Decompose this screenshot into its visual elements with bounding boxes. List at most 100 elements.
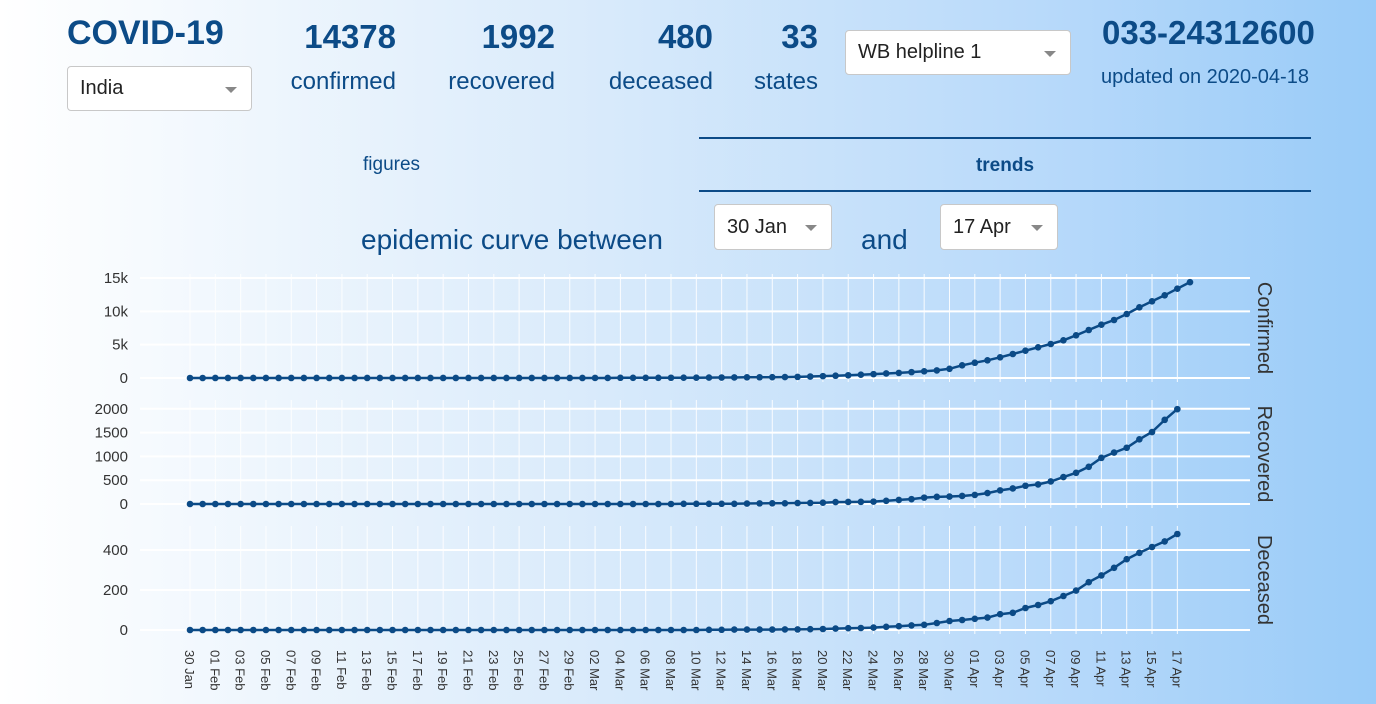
x-tick-label: 27 Feb <box>536 650 551 690</box>
data-point <box>212 374 219 382</box>
data-point <box>287 374 295 382</box>
data-point <box>541 626 548 634</box>
curve-joiner: and <box>861 224 908 255</box>
tab-figures[interactable]: figures <box>363 154 421 175</box>
tab-trends-top-border <box>699 137 1311 139</box>
data-point <box>439 626 447 634</box>
data-point <box>338 626 346 634</box>
data-point <box>1060 473 1067 481</box>
country-select-value: India <box>80 77 124 99</box>
data-point <box>984 357 991 364</box>
recovered-count: 1992 <box>481 18 555 55</box>
data-point <box>1009 485 1017 492</box>
data-point <box>566 626 574 634</box>
data-point <box>490 374 498 382</box>
data-point <box>756 626 763 633</box>
data-point <box>186 374 194 382</box>
x-tick-label: 18 Mar <box>790 650 805 691</box>
data-point <box>844 371 852 379</box>
x-tick-label: 30 Mar <box>941 650 956 691</box>
data-point <box>1123 310 1131 318</box>
data-point <box>287 626 295 634</box>
data-point <box>1123 444 1131 452</box>
data-point <box>680 374 687 382</box>
data-point <box>895 496 903 504</box>
x-tick-label: 26 Mar <box>891 650 906 691</box>
data-point <box>971 615 979 623</box>
data-point <box>427 374 434 382</box>
data-point <box>325 626 333 634</box>
data-point <box>1034 481 1042 488</box>
data-point <box>553 374 561 382</box>
helpline-select[interactable]: WB helpline 1 <box>845 30 1071 75</box>
start-date-select[interactable]: 30 Jan <box>714 204 832 250</box>
data-point <box>1123 555 1131 563</box>
data-point <box>363 626 371 634</box>
y-tick-label: 0 <box>120 370 128 387</box>
data-point <box>351 500 358 508</box>
data-point <box>363 500 371 508</box>
data-point <box>1047 597 1055 605</box>
data-point <box>1174 285 1181 292</box>
y-tick-label: 15k <box>104 270 129 287</box>
data-point <box>768 373 776 381</box>
data-point <box>249 374 257 382</box>
x-tick-label: 13 Feb <box>359 650 374 690</box>
data-point <box>680 500 687 508</box>
data-point <box>1072 469 1080 477</box>
data-point <box>617 626 624 634</box>
data-point <box>325 500 333 508</box>
data-point <box>1148 543 1156 551</box>
data-point <box>958 616 966 624</box>
data-point <box>262 500 270 508</box>
data-point <box>705 500 713 508</box>
tab-trends[interactable]: trends <box>975 155 1035 176</box>
data-point <box>275 626 282 634</box>
data-point <box>579 374 586 382</box>
data-point <box>1148 428 1156 436</box>
data-point <box>503 500 510 508</box>
data-point <box>1136 549 1143 557</box>
data-point <box>237 500 244 508</box>
data-point <box>870 624 877 631</box>
country-select[interactable]: India <box>67 66 252 111</box>
data-point <box>984 614 991 621</box>
data-point <box>465 626 472 634</box>
data-point <box>1072 332 1080 339</box>
data-point <box>275 500 282 508</box>
data-point <box>224 500 232 508</box>
data-point <box>1047 340 1055 348</box>
data-point <box>477 500 485 508</box>
series-label: Recovered <box>1253 406 1275 503</box>
data-point <box>465 500 472 508</box>
data-point <box>553 500 561 508</box>
data-point <box>604 626 612 634</box>
data-point <box>604 500 612 508</box>
recovered-label: recovered <box>448 68 555 95</box>
x-tick-label: 12 Mar <box>714 650 729 691</box>
series-line <box>190 280 1191 380</box>
x-tick-label: 07 Apr <box>1043 650 1058 688</box>
data-point <box>389 626 396 634</box>
data-point <box>262 374 270 382</box>
y-tick-label: 2000 <box>95 401 128 418</box>
data-point <box>1098 321 1105 328</box>
x-tick-label: 20 Mar <box>815 650 830 691</box>
data-point <box>186 626 194 634</box>
data-point <box>1186 278 1194 286</box>
data-point <box>882 623 890 631</box>
data-point <box>882 497 890 505</box>
x-tick-label: 11 Feb <box>334 650 349 690</box>
data-point <box>1085 326 1093 334</box>
x-tick-label: 23 Feb <box>486 650 501 690</box>
data-point <box>1148 298 1156 305</box>
updated-date: updated on 2020-04-18 <box>1101 66 1309 88</box>
end-date-select[interactable]: 17 Apr <box>940 204 1058 250</box>
confirmed-count: 14378 <box>304 18 396 55</box>
data-point <box>806 499 814 507</box>
data-point <box>414 500 422 508</box>
data-point <box>224 626 232 634</box>
data-point <box>958 362 966 369</box>
x-tick-label: 02 Mar <box>587 650 602 691</box>
